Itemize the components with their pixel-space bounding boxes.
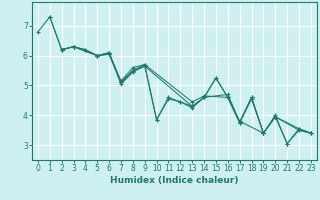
X-axis label: Humidex (Indice chaleur): Humidex (Indice chaleur): [110, 176, 239, 185]
